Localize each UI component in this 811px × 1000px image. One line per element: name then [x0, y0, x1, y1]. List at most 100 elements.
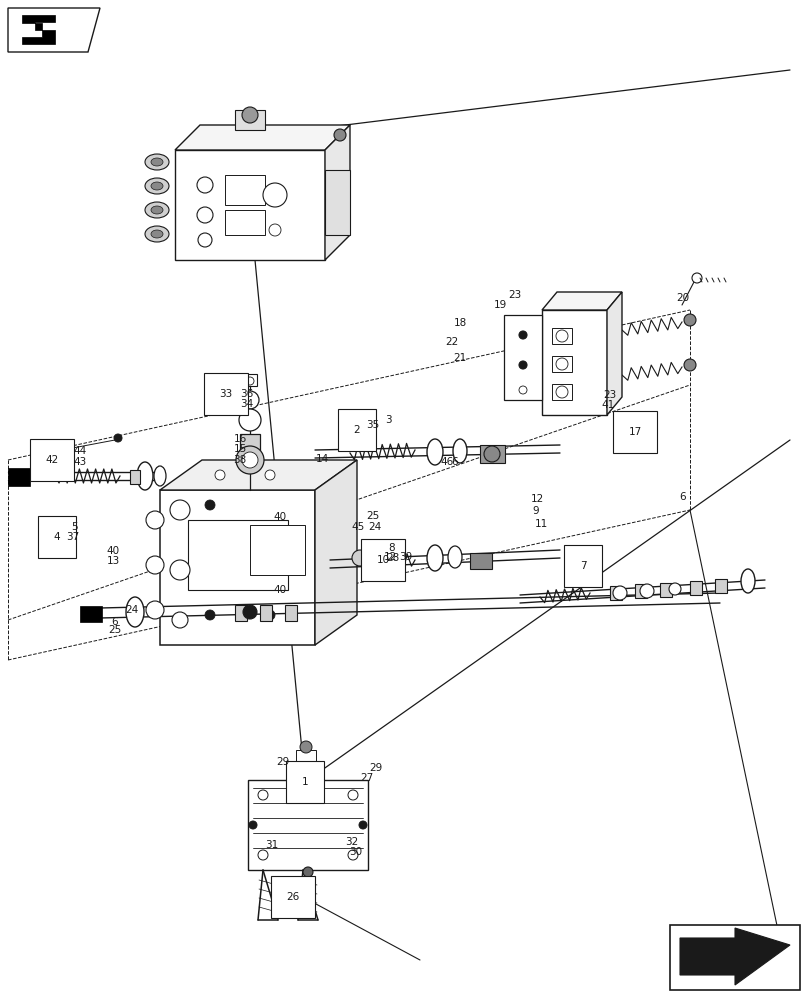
Text: 6: 6 [679, 492, 685, 502]
Text: 1: 1 [302, 777, 308, 787]
Ellipse shape [145, 202, 169, 218]
Ellipse shape [145, 226, 169, 242]
Circle shape [242, 605, 257, 619]
Bar [234, 605, 247, 621]
Circle shape [215, 470, 225, 480]
Text: 23: 23 [508, 290, 521, 300]
Circle shape [639, 584, 653, 598]
Ellipse shape [151, 230, 163, 238]
Bar [80, 606, 102, 622]
Text: 16: 16 [233, 434, 247, 444]
Bar [551, 328, 571, 344]
Bar [470, 553, 491, 569]
Polygon shape [175, 125, 350, 150]
Text: 46: 46 [440, 457, 453, 467]
Circle shape [146, 556, 164, 574]
Polygon shape [22, 15, 55, 44]
Bar [669, 925, 799, 990]
Circle shape [236, 446, 264, 474]
Text: 36: 36 [240, 389, 253, 399]
Text: 27: 27 [360, 773, 373, 783]
Ellipse shape [151, 158, 163, 166]
Bar [551, 384, 571, 400]
Text: 28: 28 [386, 553, 399, 563]
Text: 24: 24 [125, 605, 139, 615]
Circle shape [263, 183, 286, 207]
Circle shape [249, 821, 257, 829]
Ellipse shape [427, 439, 443, 465]
Bar [234, 110, 264, 130]
Text: 34: 34 [240, 399, 253, 409]
Bar [247, 780, 367, 870]
Circle shape [264, 610, 275, 620]
Ellipse shape [388, 545, 401, 569]
Circle shape [518, 331, 526, 339]
Circle shape [204, 500, 215, 510]
Text: 13: 13 [106, 556, 119, 566]
Text: 33: 33 [219, 389, 232, 399]
Polygon shape [541, 292, 621, 310]
Circle shape [556, 386, 568, 398]
Text: 45: 45 [351, 522, 364, 532]
Circle shape [683, 314, 695, 326]
Bar [250, 525, 305, 575]
Text: 14: 14 [315, 454, 328, 464]
Text: 22: 22 [444, 337, 458, 347]
Text: 19: 19 [493, 300, 506, 310]
Circle shape [348, 850, 358, 860]
Text: 35: 35 [366, 420, 380, 430]
Ellipse shape [151, 206, 163, 214]
Text: 42: 42 [45, 455, 58, 465]
Bar [225, 175, 264, 205]
Ellipse shape [154, 466, 165, 486]
Circle shape [668, 583, 680, 595]
Bar [551, 356, 571, 372]
Text: 5: 5 [71, 522, 78, 532]
Ellipse shape [145, 178, 169, 194]
Bar [689, 581, 702, 595]
Bar [188, 520, 288, 590]
Polygon shape [679, 928, 789, 985]
Text: 26: 26 [286, 892, 299, 902]
Circle shape [518, 361, 526, 369]
Circle shape [303, 867, 312, 877]
Circle shape [146, 601, 164, 619]
Text: 11: 11 [534, 519, 547, 529]
Text: 24: 24 [368, 522, 381, 532]
Circle shape [169, 500, 190, 520]
Text: 20: 20 [676, 293, 689, 303]
Circle shape [204, 610, 215, 620]
Circle shape [268, 224, 281, 236]
Bar [504, 315, 541, 400]
Ellipse shape [145, 154, 169, 170]
Text: 39: 39 [399, 552, 412, 562]
Circle shape [483, 446, 500, 462]
Text: 40: 40 [273, 512, 286, 522]
Bar [609, 586, 621, 600]
Bar [240, 434, 260, 450]
Ellipse shape [137, 462, 152, 490]
Text: 40: 40 [273, 585, 286, 595]
Circle shape [612, 586, 626, 600]
Circle shape [351, 550, 367, 566]
Circle shape [518, 386, 526, 394]
Circle shape [197, 207, 212, 223]
Text: 6: 6 [112, 617, 118, 627]
Text: 4: 4 [54, 532, 60, 542]
Ellipse shape [126, 597, 144, 627]
Circle shape [241, 391, 259, 409]
Circle shape [691, 273, 702, 283]
Circle shape [348, 790, 358, 800]
Bar [175, 150, 324, 260]
Text: 30: 30 [349, 847, 363, 857]
Circle shape [264, 470, 275, 480]
Text: 7: 7 [579, 561, 586, 571]
Polygon shape [324, 125, 350, 260]
Bar [130, 470, 139, 484]
Text: 2: 2 [354, 425, 360, 435]
Ellipse shape [740, 569, 754, 593]
Text: 12: 12 [383, 552, 396, 562]
Bar [324, 170, 350, 235]
Text: 29: 29 [369, 763, 382, 773]
Circle shape [169, 560, 190, 580]
